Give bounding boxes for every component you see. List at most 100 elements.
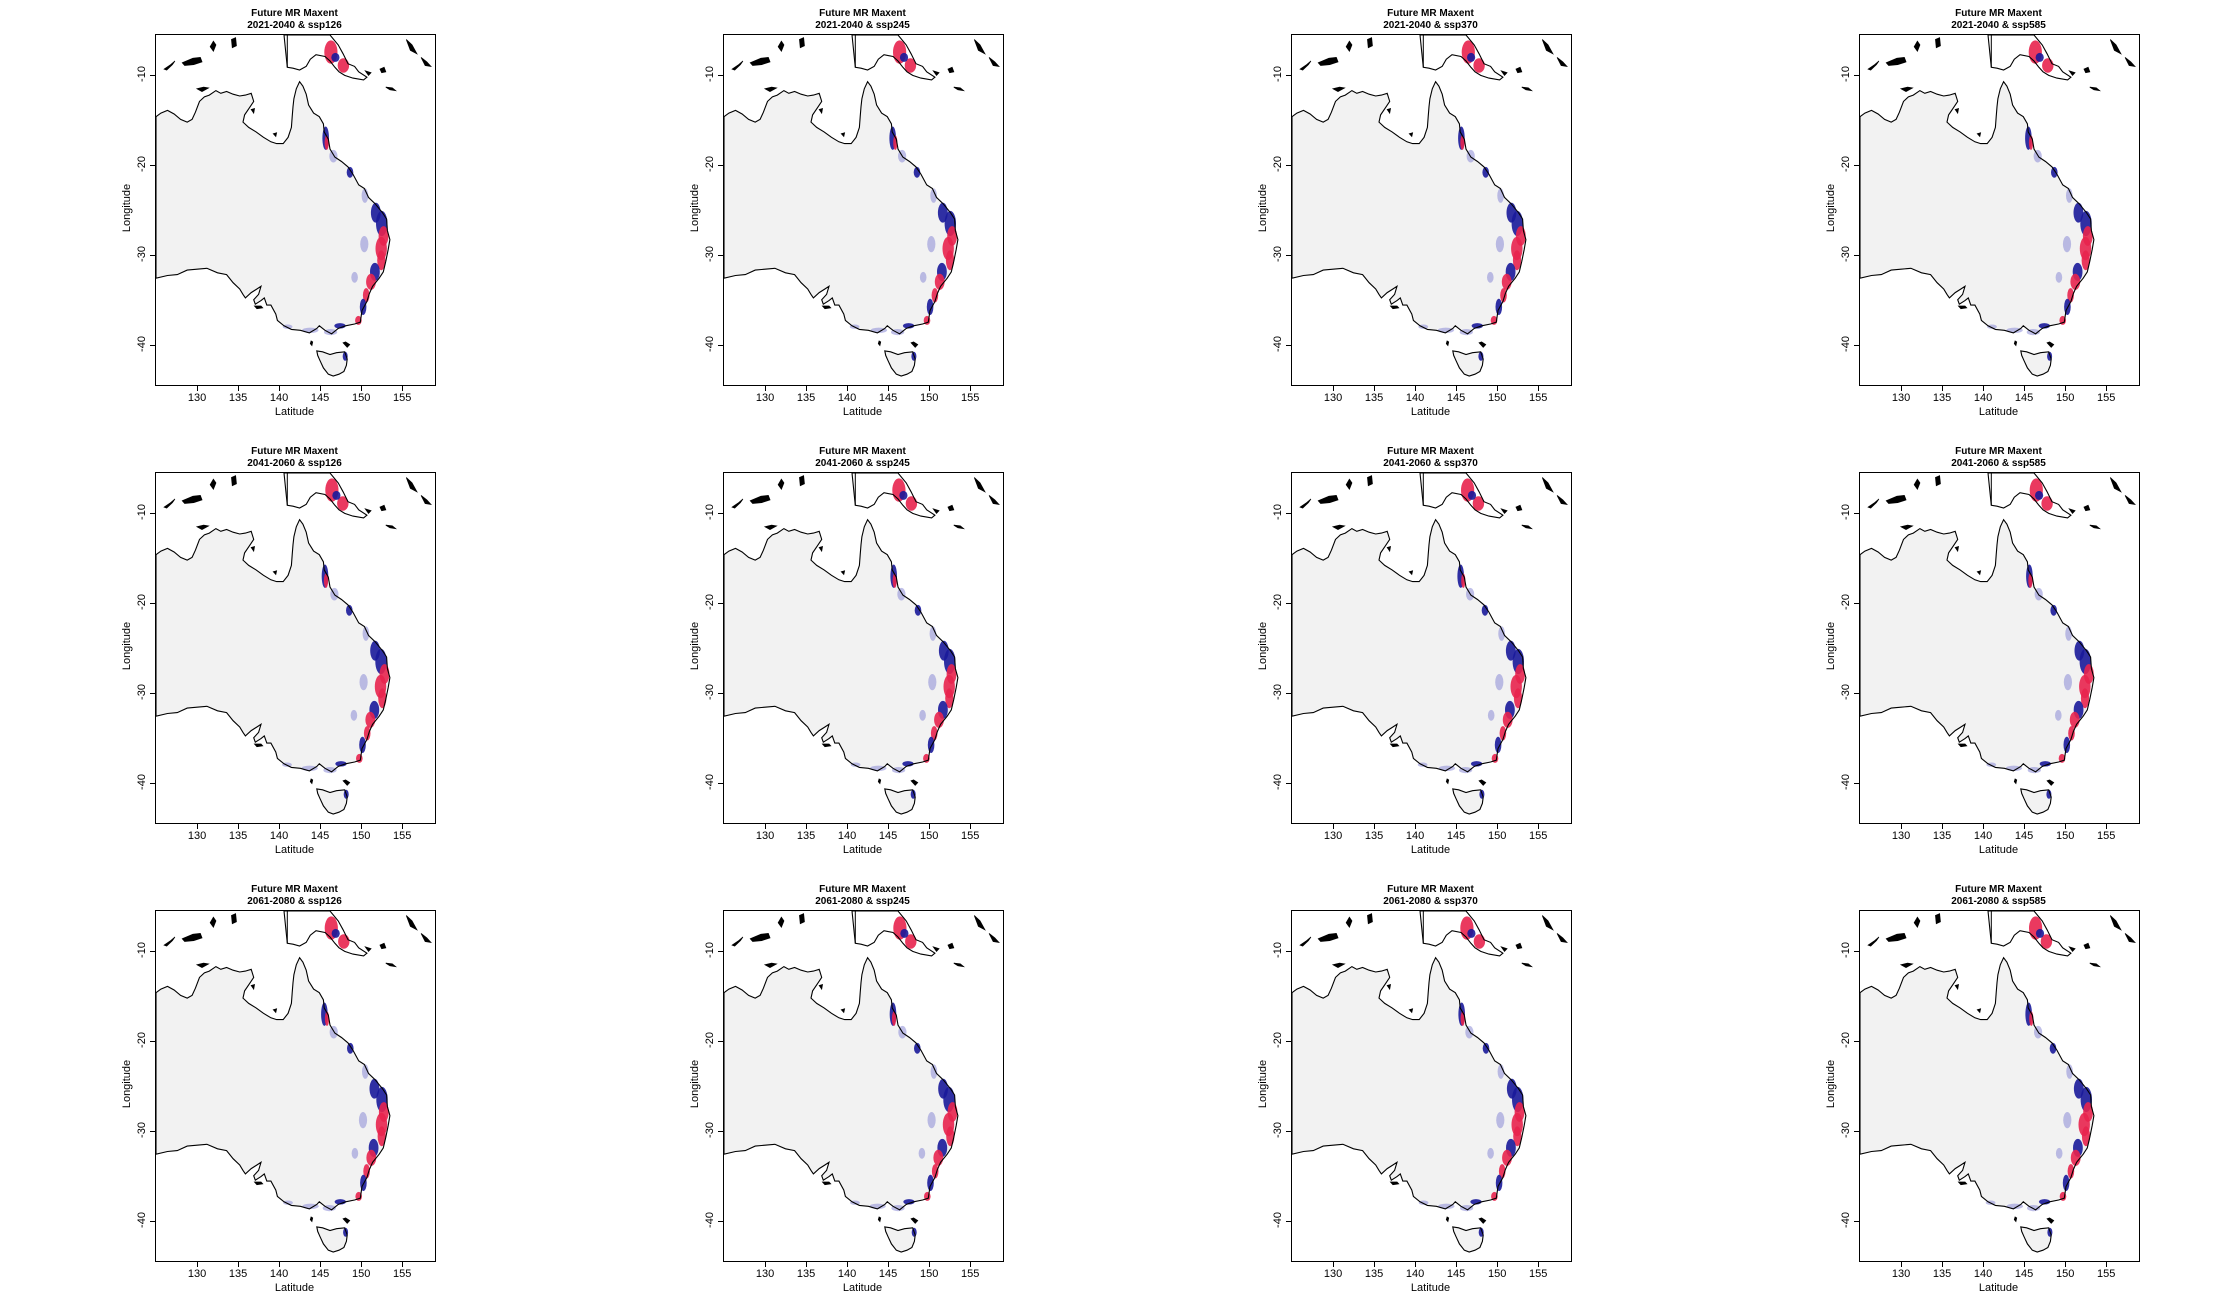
y-tick-mark bbox=[150, 75, 155, 77]
x-tick-mark bbox=[2106, 386, 2108, 391]
island bbox=[973, 39, 986, 55]
suitability-patch-high bbox=[2042, 58, 2054, 73]
panel-subtitle: 2021-2040 & ssp126 bbox=[247, 20, 342, 31]
x-tick-label: 130 bbox=[187, 392, 207, 404]
mainland-coastline bbox=[724, 956, 959, 1211]
panel-subtitle: 2041-2060 & ssp585 bbox=[1951, 458, 2046, 469]
tasmania-fill bbox=[2020, 350, 2052, 376]
mainland-coastline bbox=[724, 80, 959, 335]
island bbox=[2083, 942, 2091, 950]
x-tick-mark bbox=[1415, 824, 1417, 829]
island bbox=[253, 305, 264, 310]
mainland-coastline bbox=[724, 518, 959, 773]
png-coastline bbox=[1419, 473, 1504, 519]
x-tick-label: 155 bbox=[960, 830, 980, 842]
island bbox=[1976, 570, 1982, 576]
map-frame bbox=[1859, 34, 2140, 386]
suitability-patch-mid bbox=[914, 1042, 921, 1054]
panel-title: Future MR Maxent bbox=[819, 8, 906, 19]
suitability-layer bbox=[1418, 40, 1526, 361]
x-tick-label: 135 bbox=[1932, 830, 1952, 842]
x-tick-label: 150 bbox=[2055, 830, 2075, 842]
suitability-patch-high bbox=[2070, 1149, 2081, 1166]
x-tick-mark bbox=[361, 824, 363, 829]
island bbox=[1299, 936, 1312, 947]
x-tick-label: 150 bbox=[351, 392, 371, 404]
y-tick-mark bbox=[718, 165, 723, 167]
y-tick-label: -40 bbox=[1272, 773, 1284, 790]
x-tick-mark bbox=[806, 386, 808, 391]
tasmania-coastline bbox=[316, 788, 348, 815]
suitability-patch-high bbox=[378, 688, 387, 709]
island bbox=[1957, 1181, 1968, 1186]
island bbox=[910, 1217, 919, 1224]
x-tick-label: 140 bbox=[1973, 392, 1993, 404]
suitability-patch-mid bbox=[927, 736, 935, 753]
panel-title: Future MR Maxent bbox=[1387, 8, 1474, 19]
island bbox=[1867, 936, 1880, 947]
x-tick-label: 130 bbox=[1323, 392, 1343, 404]
x-tick-mark bbox=[2065, 824, 2067, 829]
x-tick-mark bbox=[2024, 386, 2026, 391]
x-tick-label: 130 bbox=[1323, 830, 1343, 842]
y-axis-label: Longitude bbox=[1825, 1059, 1837, 1109]
y-tick-mark bbox=[1286, 603, 1291, 605]
island bbox=[1556, 57, 1568, 67]
x-tick-mark bbox=[2106, 824, 2108, 829]
x-tick-label: 135 bbox=[1364, 830, 1384, 842]
png-coastline bbox=[1419, 911, 1504, 957]
island bbox=[2089, 86, 2101, 92]
suitability-patch-high bbox=[1513, 1126, 1522, 1147]
y-tick-label: -30 bbox=[136, 1121, 148, 1138]
y-tick-mark bbox=[1854, 75, 1859, 77]
mainland-fill bbox=[156, 519, 390, 772]
suitability-patch-mid bbox=[2051, 166, 2058, 178]
suitability-patch-high bbox=[933, 1149, 944, 1166]
island bbox=[1478, 779, 1487, 786]
island bbox=[379, 942, 387, 950]
suitability-patch-high bbox=[905, 496, 918, 511]
x-tick-mark bbox=[1901, 824, 1903, 829]
island bbox=[2068, 508, 2076, 515]
map-frame bbox=[723, 34, 1004, 386]
suitability-patch-high bbox=[2028, 573, 2033, 588]
island bbox=[209, 40, 217, 53]
island bbox=[763, 524, 778, 530]
x-tick-label: 155 bbox=[960, 1268, 980, 1280]
suitability-patch-low bbox=[1497, 188, 1504, 203]
island bbox=[1478, 341, 1487, 348]
mainland-fill bbox=[1292, 519, 1526, 772]
mainland-fill bbox=[724, 81, 958, 334]
suitability-patch-low bbox=[2055, 1147, 2063, 1159]
x-tick-label: 150 bbox=[351, 830, 371, 842]
map-frame bbox=[155, 472, 436, 824]
y-axis-label: Longitude bbox=[1257, 1059, 1269, 1109]
x-tick-mark bbox=[361, 386, 363, 391]
suitability-patch-high bbox=[2081, 250, 2090, 271]
island bbox=[272, 1008, 278, 1014]
tasmania-fill bbox=[1452, 788, 1484, 814]
suitability-patch-low bbox=[2055, 709, 2062, 721]
suitability-patch-low bbox=[919, 271, 927, 283]
island bbox=[877, 340, 882, 347]
tasmania-fill bbox=[884, 350, 916, 376]
y-tick-label: -30 bbox=[136, 683, 148, 700]
island bbox=[364, 946, 372, 953]
island bbox=[877, 778, 882, 785]
suitability-patch-mid bbox=[359, 298, 367, 315]
tasmania-coastline bbox=[2020, 788, 2052, 815]
suitability-patch-low bbox=[897, 587, 906, 601]
x-tick-mark bbox=[197, 386, 199, 391]
suitability-patch-low bbox=[930, 188, 937, 203]
y-tick-label: -30 bbox=[1272, 1121, 1284, 1138]
x-tick-label: 130 bbox=[1323, 1268, 1343, 1280]
y-tick-mark bbox=[718, 1130, 723, 1132]
island bbox=[1500, 508, 1508, 515]
x-tick-mark bbox=[1497, 386, 1499, 391]
tasmania-coastline bbox=[316, 1226, 348, 1253]
y-tick-label: -10 bbox=[1840, 504, 1852, 521]
x-tick-mark bbox=[847, 386, 849, 391]
island bbox=[953, 524, 965, 530]
suitability-patch-low bbox=[1487, 271, 1494, 283]
y-tick-mark bbox=[150, 1130, 155, 1132]
